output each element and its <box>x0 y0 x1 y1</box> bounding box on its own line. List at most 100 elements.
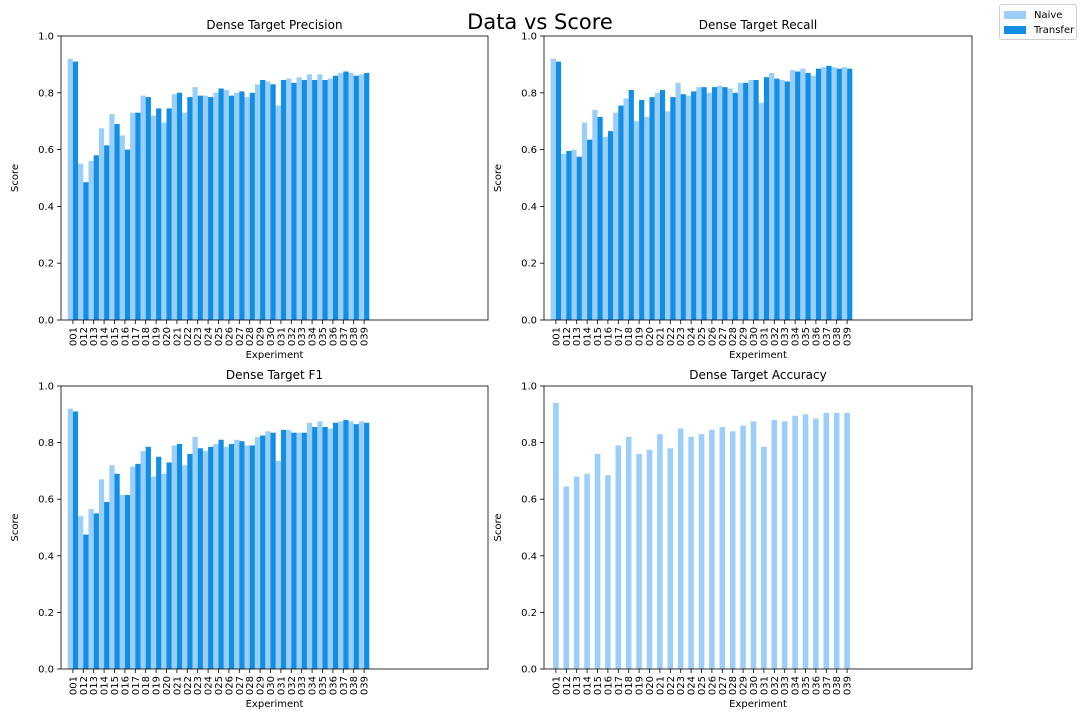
legend-label-transfer: Transfer <box>1034 24 1075 36</box>
bar-transfer-014 <box>104 502 110 669</box>
bar-naive-023 <box>192 436 198 669</box>
bar-transfer-023 <box>680 94 686 320</box>
bar-naive-032 <box>769 72 775 320</box>
bar-transfer-012 <box>83 534 89 669</box>
bar-transfer-038 <box>836 68 842 320</box>
x-tick-label: 031 <box>759 676 770 695</box>
bar-transfer-016 <box>124 494 131 669</box>
bar-transfer-032 <box>291 82 297 320</box>
x-tick-label: 026 <box>707 327 718 346</box>
bar-naive-022 <box>182 465 188 669</box>
bar-naive-018 <box>140 95 146 320</box>
x-tick-label: 017 <box>131 327 142 346</box>
y-tick-label: 0.6 <box>521 495 537 506</box>
x-tick-label: 001 <box>68 327 79 346</box>
legend: Naive Transfer <box>999 4 1077 40</box>
bar-naive-037 <box>338 72 344 320</box>
x-tick-label: 025 <box>697 676 708 695</box>
x-tick-label: 025 <box>697 327 708 346</box>
x-tick-label: 023 <box>676 676 687 695</box>
y-tick-label: 0.0 <box>38 316 54 327</box>
x-tick-label: 036 <box>328 676 339 695</box>
bar-naive-028 <box>244 97 250 320</box>
bar-naive-036 <box>810 75 816 320</box>
x-tick-label: 020 <box>645 327 656 346</box>
bar-naive-014 <box>98 479 105 669</box>
legend-swatch-transfer <box>1004 26 1026 34</box>
bar-transfer-016 <box>124 149 131 320</box>
bar-naive-024 <box>202 451 209 669</box>
bar-naive-024 <box>688 436 694 669</box>
bar-transfer-022 <box>187 97 193 320</box>
x-tick-label: 034 <box>791 676 802 695</box>
bar-naive-014 <box>98 128 105 320</box>
bar-naive-019 <box>636 453 642 669</box>
x-tick-label: 021 <box>172 327 183 346</box>
bar-naive-035 <box>802 414 809 669</box>
x-tick-label: 036 <box>811 676 822 695</box>
bar-transfer-017 <box>135 112 141 321</box>
bar-transfer-033 <box>784 81 790 320</box>
x-tick-label: 015 <box>110 676 121 695</box>
bar-naive-039 <box>358 74 365 320</box>
bar-transfer-025 <box>701 87 707 321</box>
x-tick-label: 032 <box>770 676 781 695</box>
x-tick-label: 034 <box>791 327 802 346</box>
bar-naive-022 <box>182 112 188 321</box>
bar-transfer-033 <box>301 432 307 669</box>
x-tick-label: 036 <box>811 327 822 346</box>
bar-naive-028 <box>729 431 736 669</box>
bar-naive-029 <box>737 82 744 320</box>
x-tick-label: 027 <box>718 676 729 695</box>
x-tick-label: 026 <box>224 676 235 695</box>
y-tick-label: 0.8 <box>521 438 537 449</box>
x-tick-label: 033 <box>780 327 791 346</box>
bar-transfer-012 <box>566 151 572 320</box>
bar-naive-016 <box>602 136 608 320</box>
x-tick-label: 001 <box>551 676 562 695</box>
bar-naive-030 <box>265 431 271 669</box>
bar-naive-028 <box>244 445 250 669</box>
bar-naive-023 <box>675 82 681 320</box>
bar-naive-037 <box>823 412 830 669</box>
x-tick-label: 016 <box>603 676 614 695</box>
bar-transfer-026 <box>228 444 235 669</box>
bar-naive-026 <box>709 429 715 669</box>
x-axis-label: Experiment <box>246 699 304 710</box>
bar-naive-027 <box>719 427 726 669</box>
x-tick-label: 022 <box>666 327 677 346</box>
bar-naive-021 <box>657 434 663 669</box>
bar-naive-021 <box>171 94 177 320</box>
bar-naive-028 <box>727 88 733 320</box>
bar-transfer-034 <box>795 71 801 320</box>
y-tick-label: 0.8 <box>38 88 54 99</box>
x-tick-label: 024 <box>204 676 215 695</box>
bar-transfer-015 <box>114 124 120 320</box>
x-tick-label: 037 <box>339 676 350 695</box>
bar-naive-030 <box>750 421 757 670</box>
x-tick-label: 024 <box>204 327 215 346</box>
bar-naive-018 <box>625 436 632 669</box>
bar-naive-032 <box>286 78 292 320</box>
bar-transfer-035 <box>805 72 811 320</box>
bar-naive-015 <box>594 453 601 669</box>
x-tick-label: 020 <box>162 676 173 695</box>
x-tick-label: 016 <box>603 327 614 346</box>
x-tick-label: 015 <box>110 327 121 346</box>
x-tick-label: 032 <box>770 327 781 346</box>
bar-transfer-035 <box>322 427 328 669</box>
bar-transfer-021 <box>176 92 183 320</box>
x-tick-label: 033 <box>780 676 791 695</box>
bar-naive-029 <box>254 84 261 320</box>
bar-transfer-031 <box>280 80 287 321</box>
bar-transfer-039 <box>364 422 370 669</box>
x-tick-label: 016 <box>120 327 131 346</box>
bar-naive-012 <box>563 486 570 669</box>
bar-naive-019 <box>633 121 640 320</box>
x-tick-label: 014 <box>583 676 594 695</box>
x-tick-label: 012 <box>79 327 90 346</box>
bar-transfer-039 <box>364 72 370 320</box>
y-tick-label: 0.2 <box>38 608 54 619</box>
bar-naive-016 <box>119 135 125 320</box>
x-tick-label: 030 <box>749 676 760 695</box>
